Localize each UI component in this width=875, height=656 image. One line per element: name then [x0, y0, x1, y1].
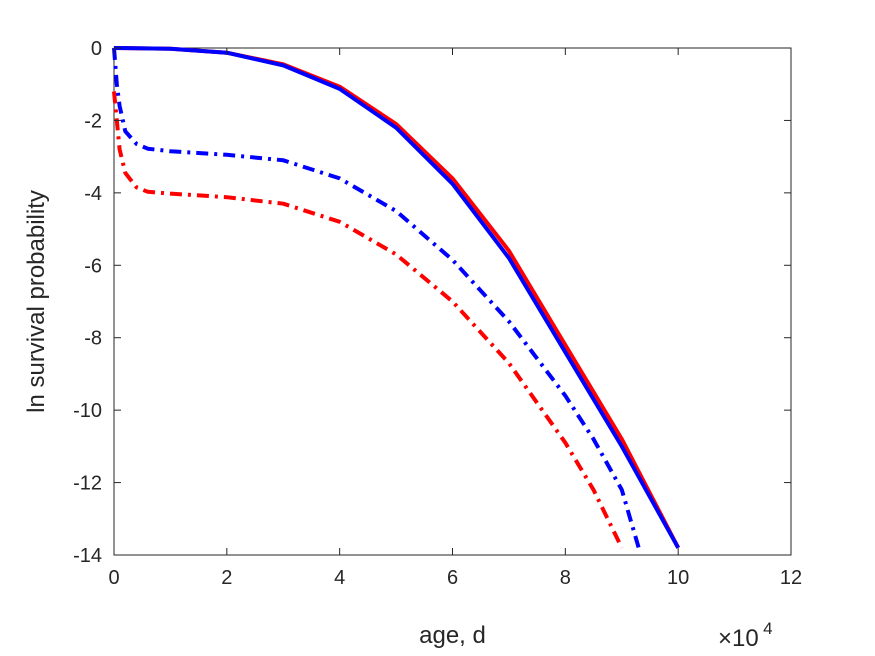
series-line-red-dashdot — [112, 91, 624, 549]
y-tick-label: -6 — [84, 255, 102, 277]
x-exponent-power: 4 — [763, 619, 772, 638]
x-tick-label: 8 — [560, 567, 571, 589]
y-tick-label: -2 — [84, 110, 102, 132]
y-tick-label: 0 — [91, 38, 102, 60]
x-exponent-base: ×10 — [718, 625, 759, 652]
x-axis-label: age, d — [419, 622, 486, 649]
x-tick-label: 0 — [108, 567, 119, 589]
series-layer — [112, 46, 680, 549]
x-tick-label: 4 — [334, 567, 345, 589]
tick-layer: 0 2 4 6 8 10 12 0 -2 -4 -6 -8 -10 -12 -14 — [73, 38, 802, 589]
x-tick-label: 2 — [221, 567, 232, 589]
x-tick-label: 6 — [447, 567, 458, 589]
y-tick-label: -14 — [73, 545, 102, 567]
y-axis-label: ln survival probability — [23, 190, 50, 413]
x-axis-exponent-label: ×10 4 — [718, 619, 773, 652]
axes-box — [113, 47, 792, 556]
plot-area: 0 2 4 6 8 10 12 0 -2 -4 -6 -8 -10 -12 -14 — [73, 38, 802, 589]
x-tick-label: 12 — [780, 567, 802, 589]
y-tick-label: -4 — [84, 183, 102, 205]
y-tick-label: -10 — [73, 400, 102, 422]
y-tick-label: -8 — [84, 328, 102, 350]
y-tick-label: -12 — [73, 473, 102, 495]
series-line-blue-solid — [113, 46, 680, 549]
series-line-blue-dashdot — [112, 47, 641, 549]
x-tick-label: 10 — [667, 567, 689, 589]
